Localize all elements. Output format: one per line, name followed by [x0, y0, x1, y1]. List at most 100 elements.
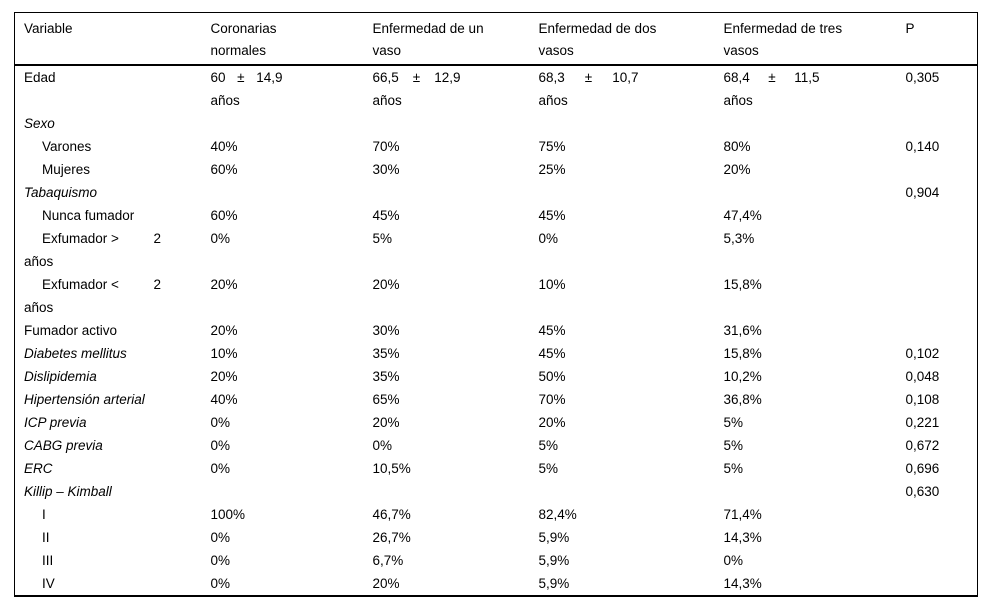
table-row: ERC 0% 10,5% 5% 5% 0,696 — [15, 457, 978, 480]
value-cell: 30% — [372, 161, 400, 177]
value-cell: 6,7% — [372, 552, 404, 568]
value-cell: 20% — [210, 368, 238, 384]
value-cell — [211, 480, 373, 503]
p-value-cell: 0,696 — [905, 460, 940, 476]
column-header: Enfermedad de tres vasos — [723, 21, 843, 58]
column-header: Variable — [24, 21, 73, 36]
p-value-cell — [906, 503, 978, 526]
table-row: Mujeres 60% 30% 25% 20% — [15, 158, 978, 181]
p-value-cell — [906, 158, 978, 181]
p-value-cell: 0,672 — [905, 437, 940, 453]
row-label: ICP previa — [24, 414, 87, 430]
value-cell: 46,7% — [372, 506, 411, 522]
value-cell — [724, 480, 906, 503]
value-cell: 20% — [372, 414, 400, 430]
row-label: Dislipidemia — [24, 368, 97, 384]
value-cell: 5,3% — [723, 230, 755, 246]
row-label: Nunca fumador — [42, 207, 135, 223]
p-value-cell: 0,140 — [905, 138, 940, 154]
value-cell: 30% — [372, 322, 400, 338]
p-value-cell — [906, 273, 978, 319]
table-row: Varones 40% 70% 75% 80% 0,140 — [15, 135, 978, 158]
value-cell — [373, 480, 539, 503]
table-body: Edad 60 ±14,9 años 66,5 ±12,9 años 68,3 ±10,7 año… — [15, 65, 978, 596]
table-row: Diabetes mellitus 10% 35% 45% 15,8% 0,102 — [15, 342, 978, 365]
table-row: Hipertensión arterial 40% 65% 70% 36,8% 0,108 — [15, 388, 978, 411]
column-header: P — [905, 21, 915, 36]
p-value-cell: 0,048 — [905, 368, 940, 384]
p-value-cell — [906, 204, 978, 227]
table-row: Edad 60 ±14,9 años 66,5 ±12,9 años 68,3 ±10,7 año… — [15, 65, 978, 112]
value-cell: 35% — [372, 345, 400, 361]
value-cell: 15,8% — [723, 345, 762, 361]
value-cell: 40% — [210, 391, 238, 407]
value-cell: 75% — [538, 138, 566, 154]
value-cell: 10,2% — [723, 368, 762, 384]
table-row: Tabaquismo 0,904 — [15, 181, 978, 204]
table-row: ICP previa 0% 20% 20% 5% 0,221 — [15, 411, 978, 434]
value-cell: 0% — [210, 414, 231, 430]
value-cell: 14,3% — [723, 575, 762, 591]
value-cell: 10% — [538, 276, 566, 292]
value-cell — [539, 480, 724, 503]
value-cell: 50% — [538, 368, 566, 384]
row-label: Tabaquismo — [24, 184, 98, 200]
row-label: Diabetes mellitus — [24, 345, 127, 361]
value-cell: 68,4 ±11,5 años — [723, 69, 820, 108]
table-header: Variable Coronarias normales Enfermedad de… — [14, 13, 978, 65]
row-label: Fumador activo — [24, 322, 118, 338]
value-cell: 5% — [723, 460, 744, 476]
value-cell: 0% — [210, 437, 231, 453]
value-cell: 0% — [210, 529, 231, 545]
row-label: I — [42, 506, 46, 522]
value-cell: 10,5% — [372, 460, 411, 476]
row-label: Exfumador <2 años — [24, 276, 161, 315]
value-cell — [539, 112, 724, 135]
value-cell: 0% — [210, 575, 231, 591]
row-label: CABG previa — [24, 437, 103, 453]
value-cell: 5% — [723, 437, 744, 453]
value-cell: 71,4% — [723, 506, 762, 522]
value-cell — [211, 112, 373, 135]
value-cell: 5,9% — [538, 552, 570, 568]
value-cell: 60% — [210, 207, 238, 223]
table-row: Fumador activo 20% 30% 45% 31,6% — [15, 319, 978, 342]
value-cell: 70% — [538, 391, 566, 407]
value-cell: 0% — [538, 230, 559, 246]
value-cell: 20% — [372, 575, 400, 591]
p-value-cell: 0,102 — [905, 345, 940, 361]
row-label: Exfumador >2 años — [24, 230, 161, 269]
value-cell: 0% — [723, 552, 744, 568]
value-cell: 35% — [372, 368, 400, 384]
value-cell: 5% — [538, 437, 559, 453]
row-label: IV — [42, 575, 55, 591]
value-cell: 5% — [723, 414, 744, 430]
value-cell: 0% — [210, 552, 231, 568]
clinical-characteristics-table: Variable Coronarias normales Enfermedad de… — [14, 12, 978, 597]
p-value-cell: 0,630 — [905, 483, 940, 499]
value-cell: 14,3% — [723, 529, 762, 545]
value-cell — [373, 112, 539, 135]
table-row: Sexo — [15, 112, 978, 135]
value-cell: 31,6% — [723, 322, 762, 338]
value-cell — [539, 181, 724, 204]
row-label: Mujeres — [42, 161, 91, 177]
value-cell: 5% — [538, 460, 559, 476]
p-value-cell — [906, 572, 978, 596]
table-row: Dislipidemia 20% 35% 50% 10,2% 0,048 — [15, 365, 978, 388]
value-cell: 47,4% — [723, 207, 762, 223]
value-cell: 0% — [210, 230, 231, 246]
value-cell: 60 ±14,9 años — [210, 69, 283, 108]
value-cell: 5,9% — [538, 575, 570, 591]
value-cell: 20% — [210, 322, 238, 338]
p-value-cell: 0,904 — [905, 184, 940, 200]
p-value-cell — [906, 227, 978, 273]
table-row: Exfumador >2 años 0% 5% 0% 5,3% — [15, 227, 978, 273]
value-cell — [211, 181, 373, 204]
value-cell: 26,7% — [372, 529, 411, 545]
table-row: II 0% 26,7% 5,9% 14,3% — [15, 526, 978, 549]
column-header: Enfermedad de un vaso — [372, 21, 484, 58]
value-cell: 45% — [372, 207, 400, 223]
p-value-cell: 0,108 — [905, 391, 940, 407]
row-label: Sexo — [24, 115, 55, 131]
